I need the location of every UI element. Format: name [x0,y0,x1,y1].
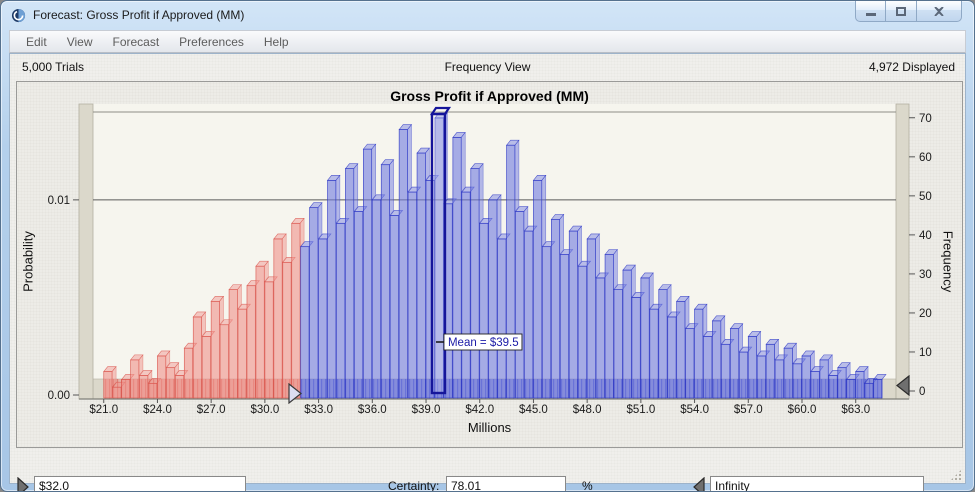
menu-forecast[interactable]: Forecast [112,34,160,49]
svg-text:$21.0: $21.0 [89,404,118,416]
svg-text:$36.0: $36.0 [358,404,387,416]
svg-text:$27.0: $27.0 [197,404,226,416]
menu-bar: Edit View Forecast Preferences Help [9,30,966,53]
certainty-input[interactable] [446,476,566,491]
menu-view[interactable]: View [66,34,93,49]
percent-label: % [582,479,593,492]
certainty-controls: Certainty: % [16,474,959,492]
certainty-label: Certainty: [388,479,440,492]
svg-text:$48.0: $48.0 [573,404,602,416]
mean-line [430,112,447,395]
displayed-count: 4,972 Displayed [868,60,955,74]
svg-text:0.01: 0.01 [48,195,70,207]
svg-text:$39.0: $39.0 [412,404,441,416]
window-content: 5,000 Trials Frequency View 4,972 Displa… [9,53,966,491]
svg-text:60: 60 [919,152,932,164]
svg-text:30: 30 [919,269,932,281]
status-row: 5,000 Trials Frequency View 4,972 Displa… [10,58,965,78]
svg-text:10: 10 [919,347,932,359]
crystal-ball-icon [11,8,26,23]
right-axis-label: Frequency [940,230,956,293]
svg-text:$57.0: $57.0 [734,404,763,416]
svg-text:50: 50 [919,191,932,203]
svg-text:70: 70 [919,113,932,125]
view-mode-label: Frequency View [444,60,531,74]
lower-certainty-grabber[interactable] [288,383,302,404]
svg-text:$42.0: $42.0 [465,404,494,416]
chart-panel: Gross Profit if Approved (MM) Mean = $39… [16,81,963,448]
maximize-button[interactable] [886,1,917,22]
upper-bound-grabber-icon[interactable] [692,477,706,492]
x-axis-label: Millions [467,420,512,435]
mean-tooltip [443,333,523,351]
triangle-left-icon [896,375,910,396]
lower-bound-grabber-icon[interactable] [16,477,30,492]
close-button[interactable] [917,1,962,22]
upper-certainty-grabber[interactable] [896,375,910,396]
svg-text:40: 40 [919,230,932,242]
triangle-right-icon [288,383,302,404]
chart-title: Gross Profit if Approved (MM) [390,88,589,104]
histogram-bars [103,112,887,399]
svg-text:$60.0: $60.0 [788,404,817,416]
svg-text:20: 20 [919,308,932,320]
svg-text:$63.0: $63.0 [841,404,870,416]
svg-text:$30.0: $30.0 [250,404,279,416]
lower-bound-input[interactable] [34,476,246,491]
close-icon [934,6,944,16]
left-axis-label: Probability [20,231,36,292]
frequency-chart: Mean = $39.5 $21.0 $24.0 $27.0 $30.0 $33.0 $36… [48,103,932,416]
svg-text:0.00: 0.00 [48,390,70,402]
menu-help[interactable]: Help [263,34,289,49]
svg-text:$45.0: $45.0 [519,404,548,416]
svg-text:Mean = $39.5: Mean = $39.5 [448,337,519,349]
svg-text:$51.0: $51.0 [626,404,655,416]
upper-bound-input[interactable] [710,476,924,491]
svg-text:$33.0: $33.0 [304,404,333,416]
menu-preferences[interactable]: Preferences [179,34,244,49]
trials-count: 5,000 Trials [22,60,85,74]
maximize-icon [896,6,906,16]
svg-text:$24.0: $24.0 [143,404,172,416]
minimize-icon [865,13,876,16]
window-title: Forecast: Gross Profit if Approved (MM) [33,8,245,22]
menu-edit[interactable]: Edit [26,34,47,49]
titlebar[interactable]: Forecast: Gross Profit if Approved (MM) [1,1,974,30]
minimize-button[interactable] [855,1,886,22]
svg-text:0: 0 [919,386,925,398]
svg-text:$54.0: $54.0 [680,404,709,416]
